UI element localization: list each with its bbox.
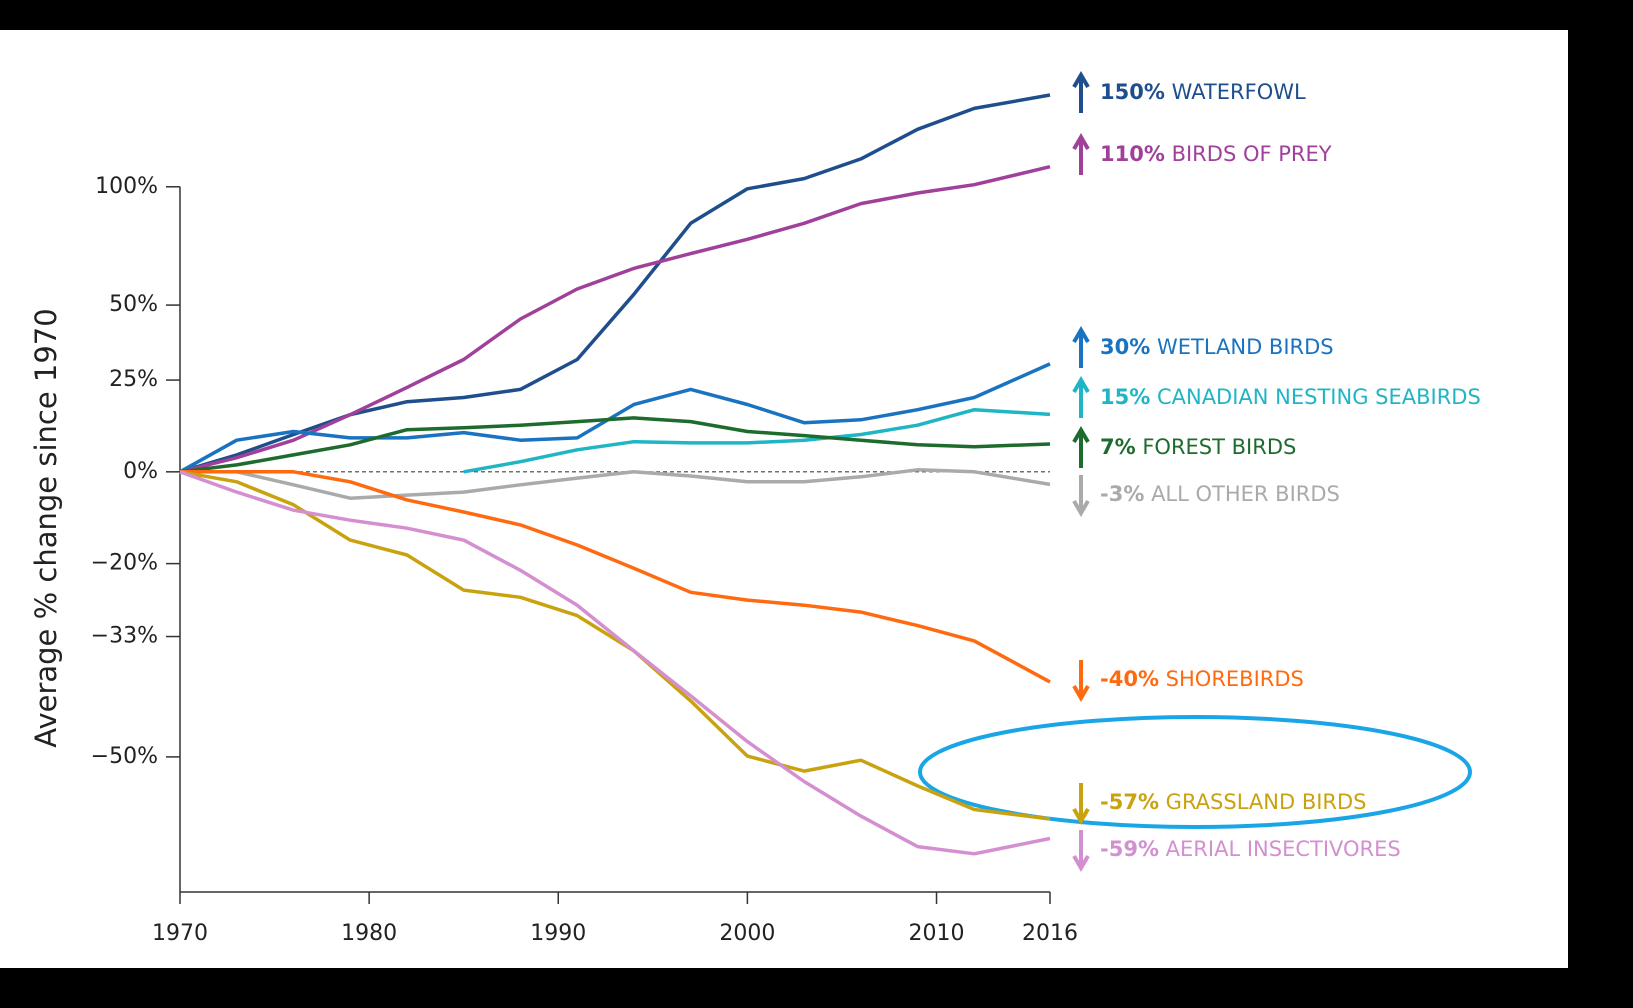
- x-tick-label: 1990: [530, 921, 586, 946]
- legend-spacer: [1165, 80, 1172, 104]
- legend-spacer: [1144, 482, 1151, 506]
- legend-label: 110% BIRDS OF PREY: [1100, 142, 1332, 166]
- y-tick-label: 25%: [109, 367, 158, 392]
- legend-name: ALL OTHER BIRDS: [1151, 482, 1340, 506]
- trend-arrow: [1072, 783, 1090, 825]
- legend-percent: -57%: [1100, 790, 1159, 814]
- series-line: [463, 407, 1051, 474]
- legend-name: FOREST BIRDS: [1142, 435, 1296, 459]
- legend-name: CANADIAN NESTING SEABIRDS: [1157, 385, 1481, 409]
- legend-percent: 150%: [1100, 80, 1165, 104]
- legend-percent: 30%: [1100, 335, 1150, 359]
- trend-arrow: [1072, 326, 1090, 368]
- legend-name: WATERFOWL: [1172, 80, 1306, 104]
- legend-percent: -40%: [1100, 667, 1159, 691]
- legend-spacer: [1159, 837, 1166, 861]
- x-tick-label: 1970: [152, 921, 208, 946]
- y-tick-label: −50%: [91, 744, 158, 769]
- y-tick-label: 0%: [123, 459, 158, 484]
- x-tick-label: 1980: [341, 921, 397, 946]
- legend-name: WETLAND BIRDS: [1157, 335, 1334, 359]
- legend-label: 30% WETLAND BIRDS: [1100, 335, 1334, 359]
- y-tick-label: −20%: [91, 551, 158, 576]
- legend-spacer: [1150, 385, 1157, 409]
- trend-arrow: [1072, 830, 1090, 872]
- legend-spacer: [1159, 790, 1166, 814]
- legend-name: BIRDS OF PREY: [1172, 142, 1332, 166]
- series-line: [180, 470, 1051, 684]
- trend-arrow: [1072, 475, 1090, 517]
- legend-label: -40% SHOREBIRDS: [1100, 667, 1304, 691]
- highlight-ellipse: [918, 715, 1472, 829]
- legend-percent: -59%: [1100, 837, 1159, 861]
- legend-label: 7% FOREST BIRDS: [1100, 435, 1296, 459]
- trend-arrow: [1072, 660, 1090, 702]
- legend-spacer: [1165, 142, 1172, 166]
- legend-name: SHOREBIRDS: [1166, 667, 1304, 691]
- legend-percent: -3%: [1100, 482, 1144, 506]
- legend-label: -3% ALL OTHER BIRDS: [1100, 482, 1340, 506]
- legend-spacer: [1136, 435, 1143, 459]
- legend-percent: 110%: [1100, 142, 1165, 166]
- y-tick-label: 50%: [109, 292, 158, 317]
- legend-percent: 15%: [1100, 385, 1150, 409]
- legend-spacer: [1159, 667, 1166, 691]
- legend-label: -57% GRASSLAND BIRDS: [1100, 790, 1367, 814]
- series-line: [179, 470, 1051, 821]
- legend-name: AERIAL INSECTIVORES: [1166, 837, 1401, 861]
- trend-arrow: [1072, 133, 1090, 175]
- x-tick-label: 2000: [719, 921, 775, 946]
- y-axis-label: Average % change since 1970: [29, 308, 63, 747]
- legend-percent: 7%: [1100, 435, 1136, 459]
- series-line: [179, 93, 1051, 474]
- y-tick-label: 100%: [95, 174, 158, 199]
- legend-label: 15% CANADIAN NESTING SEABIRDS: [1100, 385, 1481, 409]
- trend-arrow: [1072, 71, 1090, 113]
- legend-spacer: [1150, 335, 1157, 359]
- series-line: [179, 470, 1051, 856]
- y-tick-label: −33%: [91, 624, 158, 649]
- legend-label: 150% WATERFOWL: [1100, 80, 1306, 104]
- series-line: [180, 468, 1051, 500]
- series-line: [179, 164, 1051, 474]
- legend-label: -59% AERIAL INSECTIVORES: [1100, 837, 1401, 861]
- x-tick-label: 2010: [909, 921, 965, 946]
- legend-name: GRASSLAND BIRDS: [1166, 790, 1367, 814]
- series-line: [179, 416, 1051, 474]
- trend-arrow: [1072, 426, 1090, 468]
- x-tick-label: 2016: [1022, 921, 1078, 946]
- trend-arrow: [1072, 376, 1090, 418]
